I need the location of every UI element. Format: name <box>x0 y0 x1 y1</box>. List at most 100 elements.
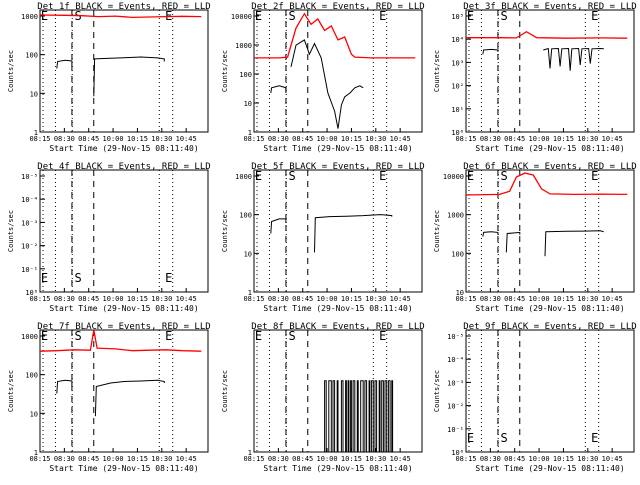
x-tick-label: 08:15 <box>243 455 264 463</box>
y-tick-label: 100 <box>451 250 464 258</box>
event-marker: E <box>165 329 172 343</box>
y-tick-label: 1 <box>248 129 252 137</box>
y-tick-label: 100 <box>25 372 38 380</box>
plot-frame <box>253 9 423 133</box>
y-axis-label: Counts/sec <box>221 210 229 252</box>
x-tick-label: 10:45 <box>390 135 411 143</box>
event-marker: E <box>41 329 48 343</box>
panel-title: Det 9f BLACK = Events, RED = LLD <box>463 322 636 332</box>
y-tick-label: 10² <box>451 83 464 91</box>
x-tick-label: 10:30 <box>577 295 598 303</box>
x-tick-label: 10:45 <box>602 135 623 143</box>
y-axis-label: Counts/sec <box>7 50 15 92</box>
x-tick-label: 10:00 <box>317 295 338 303</box>
event-marker: E <box>165 271 172 285</box>
plot-frame <box>39 329 209 453</box>
plot-frame <box>465 9 635 133</box>
x-tick-label: 10:45 <box>176 295 197 303</box>
x-tick-label: 10:00 <box>317 135 338 143</box>
plot-frame <box>39 169 209 293</box>
y-tick-label: 10⁻⁵ <box>447 333 464 341</box>
y-tick-label: 10000 <box>443 173 464 181</box>
x-tick-label: 08:45 <box>78 135 99 143</box>
series-line <box>270 85 287 94</box>
x-tick-label: 08:15 <box>243 295 264 303</box>
y-tick-label: 1000 <box>21 13 38 21</box>
x-tick-label: 08:45 <box>78 455 99 463</box>
y-tick-label: 10⁵ <box>451 13 464 21</box>
series-line <box>505 231 521 253</box>
x-axis-label: Start Time (29-Nov-15 08:11:40) <box>263 144 412 153</box>
y-tick-label: 10³ <box>451 59 464 67</box>
panel-8: Det 8f BLACK = Events, RED = LLD 108:15 08… <box>221 322 425 473</box>
y-tick-label: 1000 <box>235 173 252 181</box>
event-marker: S <box>500 169 507 183</box>
event-marker: E <box>379 329 386 343</box>
y-tick-label: 10⁴ <box>451 36 464 44</box>
x-tick-label: 10:15 <box>127 455 148 463</box>
event-marker: S <box>288 329 295 343</box>
event-marker: S <box>500 9 507 23</box>
panel-title: Det 6f BLACK = Events, RED = LLD <box>463 162 636 172</box>
y-tick-label: 1 <box>248 449 252 457</box>
x-tick-label: 10:00 <box>103 135 124 143</box>
event-marker: E <box>41 271 48 285</box>
series-line <box>314 214 393 253</box>
event-marker: S <box>500 431 507 445</box>
x-tick-label: 10:15 <box>127 295 148 303</box>
event-marker: S <box>74 271 81 285</box>
x-tick-label: 10:30 <box>365 295 386 303</box>
series-line <box>39 14 202 19</box>
y-tick-label: 10⁻⁴ <box>447 356 464 364</box>
series-line <box>39 329 202 352</box>
y-axis-label: Counts/sec <box>433 370 441 412</box>
series-line <box>56 379 73 394</box>
x-tick-label: 10:30 <box>151 455 172 463</box>
x-tick-label: 08:15 <box>29 135 50 143</box>
x-tick-label: 08:45 <box>504 455 525 463</box>
y-tick-label: 10 <box>244 100 252 108</box>
x-tick-label: 08:30 <box>480 295 501 303</box>
event-marker: S <box>288 169 295 183</box>
series-line <box>93 56 165 97</box>
x-tick-label: 10:00 <box>317 455 338 463</box>
x-tick-label: 10:00 <box>529 135 550 143</box>
series-line <box>56 59 73 69</box>
y-tick-label: 10 <box>30 90 38 98</box>
series-line <box>270 218 287 234</box>
x-axis-label: Start Time (29-Nov-15 08:11:40) <box>49 464 198 473</box>
event-marker: E <box>255 329 262 343</box>
x-tick-label: 10:30 <box>577 455 598 463</box>
event-marker: E <box>41 9 48 23</box>
x-tick-label: 08:45 <box>78 295 99 303</box>
y-tick-label: 10⁻² <box>447 403 464 411</box>
x-tick-label: 10:00 <box>103 295 124 303</box>
y-tick-label: 10⁻⁴ <box>21 196 38 204</box>
x-axis-label: Start Time (29-Nov-15 08:11:40) <box>475 144 624 153</box>
x-tick-label: 08:30 <box>268 455 289 463</box>
event-marker: E <box>591 169 598 183</box>
x-tick-label: 08:45 <box>292 295 313 303</box>
x-tick-label: 08:45 <box>504 135 525 143</box>
x-tick-label: 10:30 <box>151 135 172 143</box>
series-line <box>544 230 604 257</box>
panel-title: Det 2f BLACK = Events, RED = LLD <box>251 2 424 12</box>
x-tick-label: 10:45 <box>602 295 623 303</box>
x-tick-label: 08:30 <box>54 455 75 463</box>
x-tick-label: 10:30 <box>365 455 386 463</box>
x-tick-label: 08:15 <box>243 135 264 143</box>
y-tick-label: 1 <box>248 289 252 297</box>
x-tick-label: 10:00 <box>529 295 550 303</box>
y-tick-label: 10⁻⁵ <box>21 173 38 181</box>
event-marker: E <box>255 9 262 23</box>
x-tick-label: 08:45 <box>504 295 525 303</box>
x-tick-label: 10:15 <box>127 135 148 143</box>
y-tick-label: 100 <box>239 212 252 220</box>
x-tick-label: 08:15 <box>29 295 50 303</box>
plot-frame <box>465 329 635 453</box>
x-tick-label: 10:00 <box>103 455 124 463</box>
y-tick-label: 10⁻¹ <box>21 266 38 274</box>
y-axis-label: Counts/sec <box>433 50 441 92</box>
series-line <box>290 39 364 129</box>
